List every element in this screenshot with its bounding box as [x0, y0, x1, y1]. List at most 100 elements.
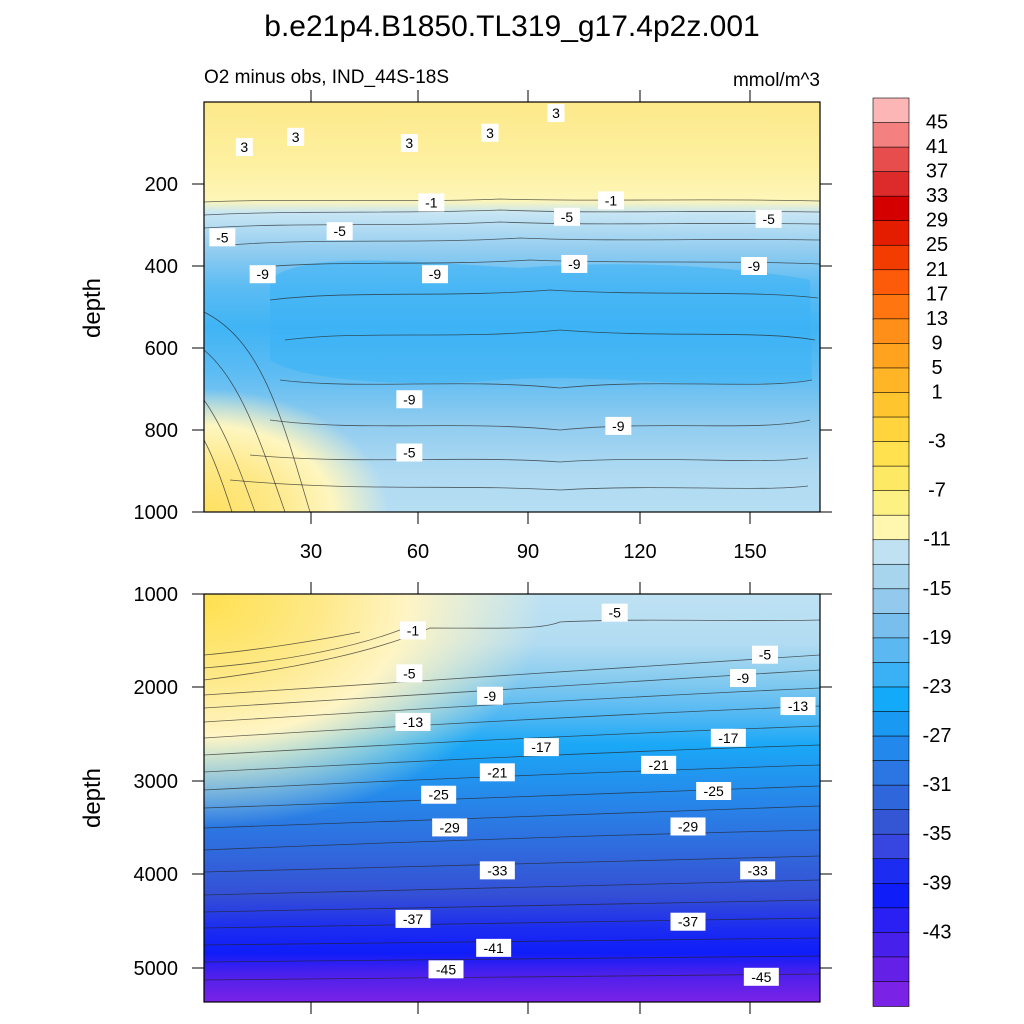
- chart-title: b.e21p4.B1850.TL319_g17.4p2z.001: [264, 10, 759, 43]
- colorbar-swatch: [872, 686, 910, 713]
- top-ytick-label: 800: [145, 420, 178, 442]
- contour-label-box: [670, 817, 706, 836]
- colorbar-label: -11: [923, 529, 950, 551]
- contour-label-text: -41: [484, 940, 504, 956]
- colorbar-swatch: [872, 588, 910, 615]
- bottom-panel: 1000 2000 3000 4000 5000 depth -1-5-5-5-…: [79, 582, 832, 1014]
- contour-label-box: [752, 645, 778, 664]
- contour-label-box: [422, 265, 448, 284]
- contour-label-box: [396, 443, 423, 462]
- top-contour-labels: 3 3 3 3 3 -1 -1 -5 -5 -5 -5 -9 -9 -9 -9 -9 -9 -5: [209, 104, 782, 462]
- colorbar-label: -39: [923, 872, 952, 894]
- contour-label-text: -9: [484, 688, 497, 704]
- contour-label-box: [479, 763, 515, 782]
- colorbar-label: 13: [926, 308, 948, 330]
- contour-label-box: [477, 686, 503, 705]
- colorbar-swatch: [872, 637, 910, 664]
- contour-label-text: -5: [762, 211, 775, 227]
- contour-label-box: [476, 938, 512, 957]
- colorbar-swatch: [872, 318, 910, 345]
- contour-label: -1: [598, 191, 624, 210]
- bottom-panel-frame: [203, 593, 821, 1003]
- colorbar-swatch: [872, 171, 910, 197]
- contour-label-box: [396, 664, 423, 683]
- colorbar-swatch: [872, 784, 910, 811]
- contour-label: -5: [326, 222, 353, 241]
- contour-label-box: [741, 257, 767, 275]
- colorbar-swatch: [872, 367, 910, 394]
- top-x-ticks: [310, 90, 751, 524]
- contour-label-box: [209, 228, 236, 247]
- contour-label: -5: [209, 228, 236, 247]
- contour-label: -5: [752, 645, 778, 664]
- contour-label-box: [605, 416, 632, 435]
- contour-label-box: [696, 781, 732, 800]
- colorbar-label: 37: [926, 161, 948, 183]
- contour-label: -25: [421, 785, 457, 804]
- contour-label-text: -9: [748, 258, 761, 274]
- contour-label-text: -9: [403, 391, 416, 407]
- top-ylabel: depth: [79, 278, 106, 338]
- contour-label: -5: [601, 603, 628, 622]
- contour-label: -9: [605, 416, 632, 435]
- contour-label-text: -1: [407, 622, 420, 638]
- top-panel-frame: [203, 101, 821, 513]
- top-xtick-label: 90: [517, 541, 539, 563]
- colorbar-swatch: [872, 465, 910, 492]
- colorbar-label: -35: [923, 823, 952, 845]
- colorbar-swatch: [872, 858, 910, 885]
- colorbar-swatch: [872, 613, 910, 639]
- colorbar-label: 9: [931, 332, 942, 354]
- contour-label: -9: [396, 390, 423, 409]
- contour-label: -1: [400, 621, 426, 640]
- colorbar-swatch: [872, 343, 910, 369]
- top-ytick-label: 400: [145, 256, 178, 278]
- contour-label-text: -13: [788, 698, 808, 714]
- contour-label: -21: [641, 755, 677, 774]
- colorbar-label: -23: [923, 676, 952, 698]
- colorbar-swatch: [872, 269, 910, 296]
- contour-label-text: -21: [487, 764, 507, 780]
- colorbar-swatch: [872, 539, 910, 566]
- colorbar-swatch: [872, 514, 910, 541]
- contour-label-box: [235, 138, 253, 157]
- colorbar-swatch: [872, 441, 910, 467]
- contour-label-text: 3: [240, 139, 248, 155]
- colorbar-label: -15: [923, 578, 952, 600]
- colorbar-swatch: [872, 833, 910, 860]
- contour-label-text: -9: [612, 418, 625, 434]
- contour-label-text: -17: [531, 739, 551, 755]
- colorbar-swatch: [872, 662, 910, 688]
- contour-label: -5: [396, 664, 423, 683]
- contour-label-box: [523, 738, 559, 757]
- colorbar-swatch: [872, 416, 910, 443]
- subtitle-right: mmol/m^3: [733, 70, 820, 91]
- contour-label-text: -9: [737, 670, 750, 686]
- contour-label-box: [395, 909, 431, 928]
- contour-label-text: -45: [751, 969, 771, 985]
- colorbar-swatch: [872, 956, 910, 983]
- colorbar-label: 17: [926, 283, 948, 305]
- contour-label: -13: [780, 697, 816, 716]
- contour-label: -9: [730, 669, 756, 688]
- colorbar-label: 25: [926, 234, 948, 256]
- contour-label-text: -25: [704, 783, 724, 799]
- contour-label-box: [428, 960, 464, 979]
- colorbar-swatch: [872, 932, 910, 958]
- contour-label-text: -37: [403, 911, 423, 927]
- contour-label-box: [598, 191, 624, 210]
- colorbar-label: 41: [926, 136, 948, 158]
- top-panel: 200 400 600 800 1000 30 60 90 120 150 de…: [79, 90, 832, 563]
- colorbar-swatch: [872, 711, 910, 737]
- contour-label-box: [755, 209, 782, 228]
- contour-label-box: [743, 967, 779, 986]
- contour-label-text: -25: [429, 787, 449, 803]
- colorbar-label: 5: [931, 357, 942, 379]
- contour-label-text: -17: [718, 730, 738, 746]
- contour-label-text: 3: [552, 105, 560, 121]
- contour-label-box: [554, 207, 580, 226]
- contour-label-text: 3: [486, 125, 494, 141]
- top-ytick-label: 600: [145, 338, 178, 360]
